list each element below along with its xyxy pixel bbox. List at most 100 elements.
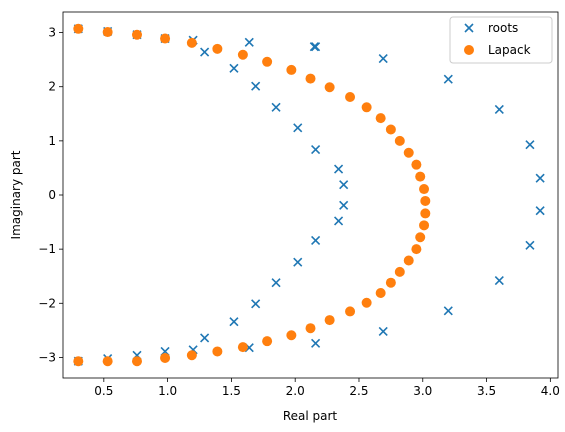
data-point-lapack: [131, 356, 142, 367]
data-point-lapack: [375, 287, 386, 298]
data-point-roots: [525, 140, 535, 150]
x-tick-label: 4.0: [541, 384, 560, 398]
y-tick-label: 3: [48, 26, 56, 40]
y-axis: −3 −2 −1 0 1 2 3: [38, 26, 63, 364]
data-point-lapack: [237, 49, 248, 60]
data-point-roots: [309, 42, 319, 52]
data-point-roots: [311, 338, 321, 348]
data-point-roots: [311, 235, 321, 246]
data-point-roots: [311, 144, 321, 155]
data-point-roots: [443, 306, 453, 316]
data-point-lapack: [361, 297, 372, 308]
data-point-roots: [443, 74, 453, 84]
data-point-roots: [311, 42, 321, 52]
data-point-roots: [535, 173, 545, 183]
y-tick-label: 2: [48, 80, 56, 94]
data-point-lapack: [419, 220, 430, 231]
data-point-lapack: [420, 195, 431, 206]
data-point-roots: [251, 299, 261, 309]
data-point-roots: [535, 206, 545, 216]
data-point-roots: [378, 53, 388, 64]
data-point-lapack: [345, 92, 356, 103]
data-point-roots: [494, 275, 504, 286]
data-point-lapack: [324, 82, 335, 93]
data-point-lapack: [160, 33, 171, 44]
data-point-roots: [339, 180, 349, 190]
x-tick-label: 1.0: [158, 384, 177, 398]
data-point-lapack: [345, 306, 356, 317]
data-point-lapack: [420, 208, 431, 219]
data-point-roots: [229, 63, 239, 73]
y-tick-label: 1: [48, 134, 56, 148]
data-point-lapack: [394, 266, 405, 277]
data-point-lapack: [160, 352, 171, 363]
x-tick-label: 0.5: [94, 384, 113, 398]
data-point-lapack: [212, 346, 223, 357]
data-point-lapack: [286, 330, 297, 341]
data-point-roots: [244, 37, 254, 47]
data-point-roots: [494, 104, 504, 115]
y-tick-label: −3: [38, 350, 56, 364]
data-point-lapack: [385, 124, 396, 135]
x-tick-label: 1.5: [222, 384, 241, 398]
legend: roots Lapack: [449, 16, 553, 64]
data-point-lapack: [361, 102, 372, 113]
data-point-lapack: [237, 342, 248, 353]
data-point-roots: [525, 240, 535, 250]
legend-box: [449, 16, 553, 64]
data-point-lapack: [403, 255, 414, 266]
data-point-lapack: [419, 184, 430, 195]
data-point-roots: [251, 81, 261, 91]
data-point-lapack: [73, 23, 84, 34]
data-point-roots: [271, 278, 281, 288]
data-point-lapack: [305, 73, 316, 84]
data-point-lapack: [286, 64, 297, 75]
data-point-roots: [229, 317, 239, 327]
data-point-lapack: [403, 147, 414, 158]
series-lapack: [73, 23, 431, 367]
data-point-lapack: [375, 113, 386, 124]
legend-marker-lapack: [464, 45, 474, 55]
data-point-lapack: [385, 277, 396, 288]
y-tick-label: −1: [38, 242, 56, 256]
data-point-lapack: [415, 171, 426, 182]
data-point-roots: [271, 102, 281, 112]
axes-frame: [62, 11, 559, 379]
data-point-lapack: [186, 37, 197, 48]
data-point-lapack: [186, 350, 197, 361]
y-tick-label: 0: [48, 188, 56, 202]
data-point-roots: [200, 47, 210, 57]
x-tick-label: 2.5: [349, 384, 368, 398]
data-point-lapack: [324, 315, 335, 326]
data-point-roots: [293, 123, 303, 133]
y-tick-label: −2: [38, 296, 56, 310]
data-point-lapack: [411, 244, 422, 255]
data-point-lapack: [411, 159, 422, 170]
legend-label-lapack: Lapack: [488, 43, 531, 57]
data-point-lapack: [262, 56, 273, 67]
data-point-lapack: [102, 356, 113, 367]
data-point-lapack: [131, 29, 142, 40]
data-point-roots: [200, 333, 210, 343]
data-point-lapack: [415, 232, 426, 243]
data-point-roots: [378, 326, 388, 337]
plot-area: [73, 23, 545, 367]
data-point-lapack: [305, 323, 316, 334]
data-point-roots: [334, 164, 344, 174]
legend-marker-roots: [464, 23, 474, 33]
data-point-roots: [293, 257, 303, 267]
data-point-lapack: [212, 43, 223, 54]
x-tick-label: 3.5: [477, 384, 496, 398]
data-point-lapack: [73, 356, 84, 367]
x-axis: 0.5 1.0 1.5 2.0 2.5 3.0 3.5 4.0: [94, 378, 560, 398]
x-axis-label: Real part: [283, 409, 338, 423]
data-point-roots: [334, 216, 344, 226]
y-axis-label: Imaginary part: [9, 150, 23, 239]
data-point-lapack: [262, 336, 273, 347]
data-point-roots: [339, 200, 349, 210]
data-point-lapack: [102, 27, 113, 38]
x-tick-label: 3.0: [413, 384, 432, 398]
data-point-lapack: [394, 135, 405, 146]
